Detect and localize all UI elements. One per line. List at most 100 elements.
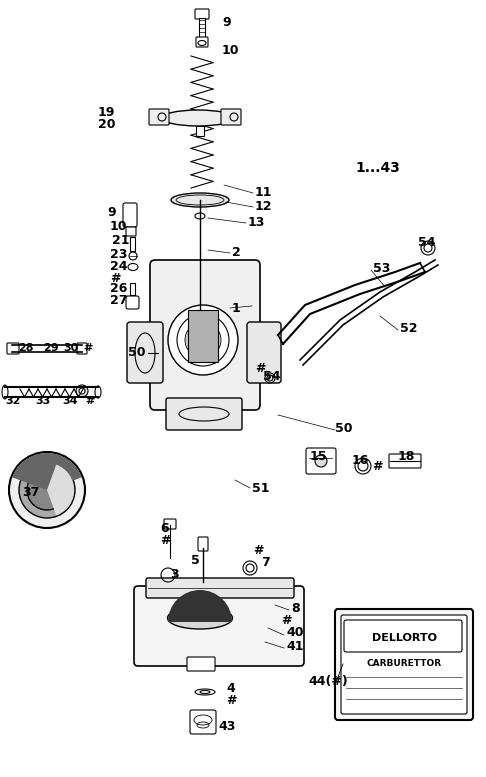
- Wedge shape: [168, 590, 232, 622]
- Text: 15: 15: [310, 450, 328, 462]
- Text: #: #: [83, 343, 92, 353]
- FancyBboxPatch shape: [149, 109, 169, 125]
- Text: 43: 43: [218, 720, 235, 733]
- Bar: [199, 18, 205, 38]
- Text: 26: 26: [110, 281, 127, 294]
- FancyBboxPatch shape: [150, 260, 260, 410]
- Text: 23: 23: [110, 248, 127, 260]
- Text: 29: 29: [43, 343, 59, 353]
- Ellipse shape: [162, 110, 234, 126]
- Bar: [130, 283, 135, 295]
- Text: 54: 54: [263, 370, 280, 382]
- Bar: [130, 237, 135, 251]
- FancyBboxPatch shape: [127, 322, 163, 383]
- Text: 9: 9: [107, 207, 116, 219]
- Text: 9: 9: [222, 16, 231, 29]
- Text: 6: 6: [160, 521, 169, 535]
- Text: 21: 21: [112, 234, 129, 246]
- Circle shape: [27, 470, 67, 510]
- FancyBboxPatch shape: [126, 296, 139, 309]
- FancyBboxPatch shape: [146, 578, 294, 598]
- Text: 12: 12: [255, 200, 273, 214]
- Text: 2: 2: [232, 246, 241, 260]
- Text: 32: 32: [5, 396, 20, 406]
- Text: 16: 16: [352, 454, 369, 466]
- Circle shape: [185, 322, 221, 358]
- FancyBboxPatch shape: [187, 657, 215, 671]
- Text: 1: 1: [232, 301, 241, 315]
- Text: 1...43: 1...43: [355, 161, 400, 175]
- Text: 33: 33: [35, 396, 50, 406]
- Bar: [196, 126, 204, 136]
- FancyBboxPatch shape: [344, 620, 462, 652]
- FancyBboxPatch shape: [190, 710, 216, 734]
- Circle shape: [19, 462, 75, 518]
- Text: 34: 34: [62, 396, 77, 406]
- FancyBboxPatch shape: [166, 398, 242, 430]
- FancyBboxPatch shape: [134, 586, 304, 666]
- Text: CARBURETTOR: CARBURETTOR: [366, 660, 442, 668]
- FancyBboxPatch shape: [7, 343, 19, 354]
- Text: 19: 19: [98, 106, 115, 119]
- Text: #: #: [372, 459, 382, 472]
- FancyBboxPatch shape: [195, 9, 209, 19]
- Ellipse shape: [95, 386, 101, 398]
- Text: #: #: [160, 534, 171, 546]
- Text: 30: 30: [63, 343, 78, 353]
- Text: 5: 5: [191, 553, 200, 566]
- Text: 8: 8: [291, 601, 300, 615]
- Text: 24: 24: [110, 260, 127, 273]
- Text: 18: 18: [398, 450, 416, 462]
- FancyBboxPatch shape: [77, 343, 87, 354]
- Text: #: #: [226, 694, 237, 706]
- Text: 44(#): 44(#): [308, 675, 348, 688]
- Circle shape: [315, 455, 327, 467]
- Text: 27: 27: [110, 294, 127, 306]
- Bar: [188, 310, 218, 362]
- FancyBboxPatch shape: [335, 609, 473, 720]
- Ellipse shape: [2, 385, 8, 399]
- FancyBboxPatch shape: [198, 537, 208, 551]
- Wedge shape: [12, 453, 82, 490]
- FancyBboxPatch shape: [126, 227, 136, 236]
- FancyBboxPatch shape: [306, 448, 336, 474]
- Text: #: #: [253, 545, 263, 558]
- Text: #: #: [281, 615, 292, 628]
- Text: 11: 11: [255, 186, 273, 200]
- Text: DELLORTO: DELLORTO: [371, 633, 436, 643]
- Text: 51: 51: [252, 482, 270, 494]
- FancyBboxPatch shape: [389, 454, 421, 468]
- Text: 28: 28: [18, 343, 34, 353]
- Text: 3: 3: [170, 569, 179, 581]
- Text: 7: 7: [261, 556, 270, 570]
- Text: 10: 10: [110, 219, 127, 232]
- Text: #: #: [110, 271, 121, 284]
- Circle shape: [76, 385, 88, 397]
- Text: 40: 40: [286, 626, 303, 639]
- Text: 13: 13: [248, 217, 265, 229]
- Ellipse shape: [168, 607, 232, 629]
- Ellipse shape: [171, 193, 229, 207]
- Text: 50: 50: [335, 421, 352, 434]
- Wedge shape: [47, 465, 74, 515]
- Text: 10: 10: [222, 44, 240, 57]
- Circle shape: [79, 388, 85, 394]
- Text: 54: 54: [418, 236, 435, 249]
- Text: 53: 53: [373, 262, 390, 274]
- Circle shape: [168, 305, 238, 375]
- FancyBboxPatch shape: [221, 109, 241, 125]
- Text: #: #: [255, 361, 265, 375]
- Text: 4: 4: [226, 681, 235, 695]
- Text: #: #: [85, 396, 94, 406]
- Text: 20: 20: [98, 119, 116, 131]
- FancyBboxPatch shape: [247, 322, 281, 383]
- FancyBboxPatch shape: [164, 519, 176, 529]
- Text: 41: 41: [286, 639, 303, 653]
- Text: 50: 50: [128, 347, 145, 360]
- FancyBboxPatch shape: [196, 37, 208, 47]
- FancyBboxPatch shape: [123, 203, 137, 227]
- Circle shape: [9, 452, 85, 528]
- FancyBboxPatch shape: [341, 615, 467, 714]
- Text: 37: 37: [22, 486, 39, 499]
- Text: 52: 52: [400, 322, 417, 335]
